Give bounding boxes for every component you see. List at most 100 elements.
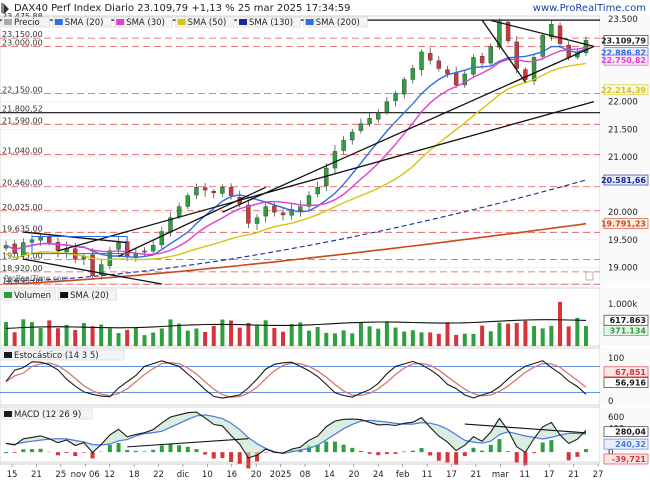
legend-item[interactable]: Precio — [2, 17, 50, 28]
price-axis-tick: 19.000 — [608, 263, 638, 273]
legend-item[interactable]: Estocástico (14 3 5) — [2, 350, 124, 361]
macd-histogram-bar — [151, 450, 155, 452]
legend-item[interactable]: MACD (12 26 9) — [2, 409, 92, 420]
macd-histogram-bar — [160, 445, 164, 452]
volume-bar — [376, 329, 380, 346]
legend-label: Precio — [14, 18, 40, 28]
legend-label: Estocástico (14 3 5) — [14, 351, 99, 361]
x-axis-label: 17 — [544, 470, 555, 480]
volume-bar — [515, 323, 519, 346]
legend-item[interactable]: Volumen — [2, 290, 55, 301]
reference-level-label: 19.635,00 — [2, 224, 43, 233]
volume-bar — [246, 323, 250, 346]
candle-body — [471, 57, 475, 74]
legend-label: SMA (20) — [65, 18, 104, 28]
candle-body — [203, 188, 207, 190]
panel-expand-icon[interactable] — [586, 272, 593, 280]
volume-bar — [307, 331, 311, 346]
price-value-badge: 19.791,23 — [601, 219, 648, 229]
macd-histogram-bar — [220, 452, 224, 458]
macd-histogram-bar — [515, 452, 519, 462]
volume-bar — [272, 328, 276, 346]
candle-body — [177, 207, 181, 217]
candle-body — [281, 213, 285, 215]
volume-bar — [264, 320, 268, 346]
x-axis-label: 10 — [202, 470, 213, 480]
candle-body — [117, 243, 121, 250]
macd-histogram-bar — [333, 442, 337, 453]
volume-bar — [575, 318, 579, 346]
stoch-axis-tick: 100 — [608, 354, 624, 364]
volume-bar — [558, 302, 562, 346]
candle-body — [402, 80, 406, 95]
price-value-badge: 23.109,79 — [601, 35, 648, 45]
candle-body — [342, 140, 346, 150]
macd-legend: MACD (12 26 9) — [2, 409, 92, 420]
macd-histogram-bar — [454, 452, 458, 465]
stoch-swatch-icon — [4, 352, 12, 358]
stoch-axis-tick: 0 — [608, 397, 613, 407]
candle-body — [558, 26, 562, 44]
x-axis-label: 15 — [7, 470, 18, 480]
badge-text: 67,851 — [615, 368, 646, 377]
macd-axis-tick: 600 — [608, 413, 624, 423]
x-axis-label: 20 — [348, 470, 359, 480]
volume-bar — [489, 331, 493, 346]
candle-body — [134, 254, 138, 257]
legend-label: SMA (200) — [316, 18, 360, 28]
candle-body — [39, 237, 43, 240]
price-axis-tick: 22.000 — [608, 98, 638, 108]
price-legend: Precio SMA (20) SMA (30) SMA (50) SMA (130) S… — [2, 17, 367, 28]
volume-bar — [342, 330, 346, 346]
macd-histogram-bar — [489, 445, 493, 452]
volume-bar — [350, 333, 354, 346]
legend-item[interactable]: SMA (50) — [176, 17, 234, 28]
candle-body — [428, 53, 432, 60]
legend-item[interactable]: SMA (20) — [53, 17, 111, 28]
legend-item[interactable]: SMA (130) — [237, 17, 301, 28]
macd-histogram-bar — [56, 452, 60, 455]
macd-histogram-bar — [108, 445, 112, 452]
macd-histogram-bar — [186, 447, 190, 452]
candle-body — [480, 56, 484, 63]
macd-histogram-bar — [385, 452, 389, 454]
x-axis-label: 27 — [593, 470, 604, 480]
macd-histogram-bar — [30, 449, 34, 452]
volume-bar — [220, 320, 224, 346]
x-axis-label: 11 — [519, 470, 530, 480]
legend-label: SMA (50) — [188, 18, 227, 28]
price-candle — [489, 43, 493, 65]
badge-text: 22.214,39 — [601, 86, 646, 95]
site-label[interactable]: www.ProRealTime.com — [533, 3, 646, 14]
macd-histogram-bar — [324, 442, 328, 453]
candle-body — [220, 187, 224, 193]
x-axis-label: 2025 — [270, 470, 292, 480]
macd-histogram-bar — [212, 452, 216, 458]
candle-body — [298, 207, 302, 211]
candle-body — [445, 70, 449, 74]
price-axis-tick: 20.000 — [608, 208, 638, 218]
volume-bar — [13, 332, 17, 346]
legend-item[interactable]: SMA (200) — [304, 17, 368, 28]
header-bar: DAX40 Perf Index Diario 23.109,79 +1,13 … — [0, 0, 650, 14]
macd-histogram-bar — [13, 452, 17, 453]
reference-level-label: 22.150,00 — [2, 85, 43, 94]
candle-body — [359, 124, 363, 131]
volume-badge: 617.863 — [604, 315, 648, 325]
legend-item[interactable]: SMA (30) — [114, 17, 172, 28]
macd-histogram-bar — [411, 451, 415, 452]
badge-text: 617.863 — [610, 316, 646, 325]
macd-histogram-bar — [437, 452, 441, 461]
candle-body — [394, 93, 398, 100]
candle-body — [541, 35, 545, 56]
macd-histogram-bar — [73, 452, 77, 456]
volume-bar — [584, 326, 588, 346]
legend-item[interactable]: SMA (20) — [58, 290, 116, 301]
macd-histogram-bar — [143, 451, 147, 452]
volume-bar — [255, 326, 259, 346]
volume-bar — [333, 333, 337, 346]
candle-body — [385, 102, 389, 112]
